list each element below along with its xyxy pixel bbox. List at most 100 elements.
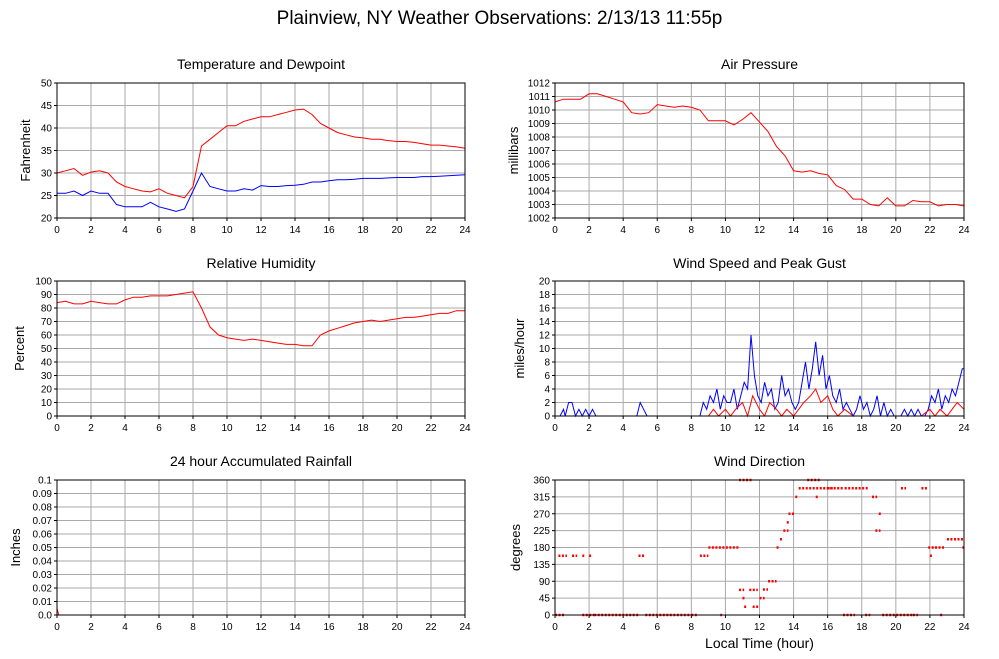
y-tick-label: 0 [544,611,550,622]
x-tick-label: 6 [654,225,660,236]
temp-title: Temperature and Dewpoint [177,56,345,72]
x-tick-label: 4 [122,423,128,434]
y-tick-label: 1004 [528,187,551,198]
x-tick-label: 16 [323,622,335,633]
x-tick-label: 16 [822,423,834,434]
x-tick-label: 24 [958,225,970,236]
x-tick-label: 22 [924,423,936,434]
y-tick-label: 180 [533,543,550,554]
y-tick-label: 1006 [528,160,551,171]
y-tick-label: 0.08 [33,503,53,514]
y-tick-label: 360 [533,476,550,487]
y-tick-label: 50 [41,344,53,355]
y-tick-label: 20 [41,385,53,396]
x-tick-label: 16 [822,225,834,236]
rain-chart: 24 hour Accumulated Rainfall Inches 0 2 4 6 8 1… [8,453,471,633]
rain-title: 24 hour Accumulated Rainfall [170,453,352,469]
x-tick-label: 8 [190,225,196,236]
x-tick-label: 10 [221,225,233,236]
x-tick-label: 10 [221,622,233,633]
x-tick-label: 6 [156,622,162,633]
x-tick-label: 14 [289,622,301,633]
x-tick-label: 16 [323,423,335,434]
x-tick-label: 10 [720,423,732,434]
y-tick-label: 0.02 [33,584,53,595]
x-tick-label: 0 [54,622,60,633]
y-tick-label: 10 [539,344,551,355]
y-tick-label: 20 [539,277,551,288]
y-tick-label: 315 [533,492,550,503]
x-tick-label: 24 [459,622,471,633]
x-tick-label: 24 [459,423,471,434]
x-tick-label: 20 [890,225,902,236]
x-tick-label: 4 [620,225,626,236]
x-tick-label: 6 [654,622,660,633]
y-tick-label: 90 [539,577,551,588]
y-tick-label: 8 [544,358,550,369]
y-tick-label: 0.03 [33,570,53,581]
y-tick-label: 0.09 [33,489,53,500]
y-tick-label: 16 [539,304,551,315]
y-tick-label: 1002 [528,214,551,225]
rain-y-label: Inches [8,528,23,567]
humidity-series-red [56,291,465,347]
x-tick-label: 2 [88,423,94,434]
x-tick-label: 2 [586,225,592,236]
humidity-y-label: Percent [12,326,27,371]
x-tick-label: 2 [88,225,94,236]
x-tick-label: 18 [856,622,868,633]
x-tick-label: 24 [958,622,970,633]
x-tick-label: 2 [586,622,592,633]
y-tick-label: 2 [544,398,550,409]
x-tick-label: 2 [88,622,94,633]
wind-series-blue [555,334,964,418]
y-tick-label: 45 [539,594,551,605]
y-tick-label: 1010 [528,106,551,117]
y-tick-label: 40 [41,358,53,369]
wind-series-red [555,387,965,418]
x-tick-label: 10 [720,225,732,236]
rain-frame [56,479,466,616]
x-tick-label: 14 [788,423,800,434]
y-tick-label: 1012 [528,79,551,90]
y-tick-label: 0.05 [33,543,53,554]
pressure-y-label: millibars [506,126,521,174]
x-tick-label: 12 [754,622,766,633]
x-tick-label: 8 [689,225,695,236]
x-tick-label: 6 [156,225,162,236]
x-tick-label: 22 [425,423,437,434]
y-tick-label: 90 [41,290,53,301]
x-tick-label: 16 [822,622,834,633]
x-tick-label: 20 [890,423,902,434]
x-tick-label: 18 [357,423,369,434]
wind-title: Wind Speed and Peak Gust [673,255,846,271]
y-tick-label: 20 [41,214,53,225]
x-tick-label: 8 [190,622,196,633]
y-tick-label: 270 [533,509,550,520]
y-tick-label: 0 [46,412,52,423]
x-tick-label: 10 [720,622,732,633]
y-tick-label: 0.01 [33,597,53,608]
x-tick-label: 20 [391,423,403,434]
x-tick-label: 10 [221,423,233,434]
y-tick-label: 60 [41,331,53,342]
wind-frame [554,280,965,417]
temp-y-label: Fahrenheit [18,119,33,182]
temp-frame [56,82,466,219]
y-tick-label: 40 [41,124,53,135]
y-tick-label: 50 [41,79,53,90]
y-tick-label: 30 [41,371,53,382]
y-tick-label: 135 [533,560,550,571]
y-tick-label: 80 [41,304,53,315]
y-tick-label: 0 [544,412,550,423]
x-tick-label: 6 [654,423,660,434]
y-tick-label: 4 [544,385,550,396]
x-tick-label: 24 [459,225,471,236]
x-tick-label: 20 [890,622,902,633]
pressure-title: Air Pressure [721,56,798,72]
x-tick-label: 6 [156,423,162,434]
